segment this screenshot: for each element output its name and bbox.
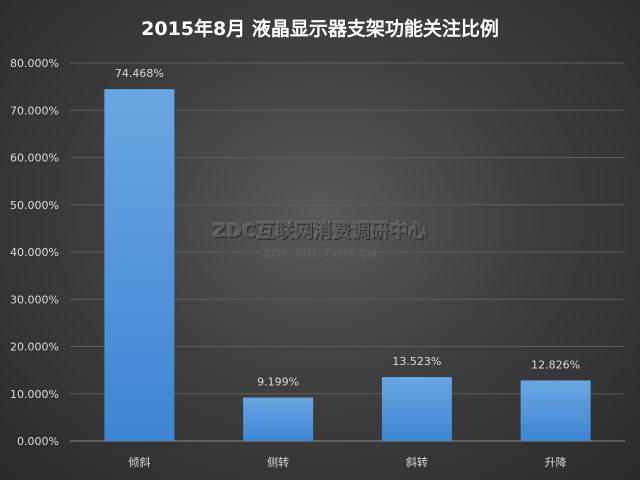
- bar-1: [243, 397, 314, 441]
- data-label: 74.468%: [115, 67, 164, 80]
- data-label: 13.523%: [392, 355, 441, 368]
- bars: [104, 89, 591, 441]
- y-tick-label: 60.000%: [10, 152, 59, 165]
- y-tick-label: 0.000%: [17, 435, 59, 448]
- watermark-url: ZDC.ZOL.COM.CN: [262, 247, 378, 260]
- y-tick-label: 40.000%: [10, 246, 59, 259]
- data-labels: 74.468% 9.199% 13.523% 12.826%: [115, 67, 580, 388]
- y-tick-label: 50.000%: [10, 199, 59, 212]
- y-tick-label: 10.000%: [10, 388, 59, 401]
- gridlines: [70, 62, 625, 442]
- y-tick-label: 70.000%: [10, 104, 59, 117]
- y-tick-label: 80.000%: [10, 57, 59, 70]
- bar-0: [104, 89, 175, 441]
- x-axis-ticks: 倾斜 侧转 斜转 升降: [128, 455, 566, 469]
- watermark-text: ZDC互联网消费调研中心: [212, 220, 428, 242]
- x-tick-label: 侧转: [267, 455, 289, 469]
- x-tick-label: 倾斜: [128, 456, 150, 469]
- chart-title: 2015年8月 液晶显示器支架功能关注比例: [141, 18, 499, 40]
- y-tick-label: 30.000%: [10, 293, 59, 306]
- x-tick-label: 斜转: [406, 455, 428, 469]
- y-tick-label: 20.000%: [10, 341, 59, 354]
- x-tick-label: 升降: [545, 455, 567, 469]
- data-label: 9.199%: [257, 376, 299, 389]
- y-axis-ticks: 0.000% 10.000% 20.000% 30.000% 40.000% 50.000…: [10, 57, 59, 448]
- bar-2: [381, 377, 452, 441]
- bar-3: [520, 380, 591, 441]
- data-label: 12.826%: [531, 358, 580, 371]
